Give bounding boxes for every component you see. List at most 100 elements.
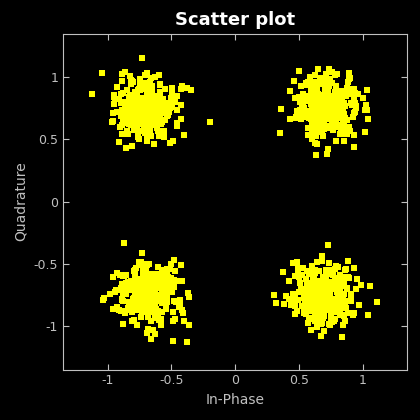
Channel 1 bbox=[304, 98, 311, 105]
Channel 1 bbox=[312, 140, 319, 147]
Channel 1 bbox=[308, 97, 315, 104]
Channel 1 bbox=[342, 115, 349, 122]
Channel 1 bbox=[117, 272, 123, 278]
Channel 1 bbox=[148, 293, 155, 300]
Channel 1 bbox=[188, 87, 194, 94]
Channel 1 bbox=[172, 99, 178, 105]
Channel 1 bbox=[320, 313, 327, 320]
Channel 1 bbox=[145, 107, 152, 114]
Channel 1 bbox=[335, 288, 341, 294]
Channel 1 bbox=[136, 87, 143, 93]
Channel 1 bbox=[122, 280, 129, 286]
Channel 1 bbox=[162, 116, 168, 123]
Channel 1 bbox=[329, 299, 336, 306]
Channel 1 bbox=[341, 100, 347, 106]
Channel 1 bbox=[309, 316, 315, 323]
Channel 1 bbox=[331, 89, 338, 95]
Channel 1 bbox=[321, 280, 328, 287]
Channel 1 bbox=[167, 103, 173, 110]
Channel 1 bbox=[321, 291, 328, 298]
Channel 1 bbox=[333, 304, 340, 311]
Channel 1 bbox=[144, 125, 151, 131]
Channel 1 bbox=[150, 292, 156, 299]
Channel 1 bbox=[137, 75, 144, 82]
Channel 1 bbox=[310, 306, 316, 312]
Channel 1 bbox=[322, 105, 328, 112]
Channel 1 bbox=[147, 133, 154, 139]
Channel 1 bbox=[137, 304, 144, 311]
Channel 1 bbox=[178, 262, 185, 268]
Channel 1 bbox=[321, 282, 328, 289]
Channel 1 bbox=[142, 80, 149, 87]
Channel 1 bbox=[307, 294, 314, 301]
Channel 1 bbox=[160, 286, 167, 293]
Channel 1 bbox=[340, 111, 347, 118]
Channel 1 bbox=[307, 287, 314, 294]
Channel 1 bbox=[341, 313, 348, 320]
Channel 1 bbox=[325, 95, 331, 102]
Channel 1 bbox=[313, 295, 320, 302]
Channel 1 bbox=[310, 302, 317, 308]
Channel 1 bbox=[346, 74, 353, 81]
Channel 1 bbox=[333, 123, 340, 130]
Channel 1 bbox=[317, 112, 324, 118]
Channel 1 bbox=[302, 108, 309, 114]
Channel 1 bbox=[311, 121, 318, 128]
Channel 1 bbox=[326, 66, 332, 73]
Channel 1 bbox=[110, 118, 116, 125]
Channel 1 bbox=[337, 129, 344, 135]
Channel 1 bbox=[347, 127, 354, 134]
Channel 1 bbox=[313, 90, 320, 97]
Channel 1 bbox=[152, 94, 159, 101]
Channel 1 bbox=[365, 116, 372, 123]
Channel 1 bbox=[158, 109, 165, 116]
Channel 1 bbox=[168, 280, 175, 287]
Channel 1 bbox=[318, 333, 324, 340]
Channel 1 bbox=[132, 307, 139, 314]
Channel 1 bbox=[313, 107, 320, 114]
Channel 1 bbox=[294, 308, 300, 315]
Channel 1 bbox=[136, 279, 143, 286]
Channel 1 bbox=[330, 284, 336, 291]
Channel 1 bbox=[130, 97, 136, 103]
Channel 1 bbox=[148, 121, 155, 127]
Channel 1 bbox=[298, 112, 304, 119]
Channel 1 bbox=[325, 294, 332, 301]
Channel 1 bbox=[301, 310, 307, 316]
Channel 1 bbox=[146, 290, 153, 297]
Channel 1 bbox=[315, 102, 322, 108]
Channel 1 bbox=[185, 294, 192, 301]
Channel 1 bbox=[142, 104, 149, 110]
Channel 1 bbox=[140, 271, 147, 278]
Channel 1 bbox=[148, 83, 155, 89]
Channel 1 bbox=[308, 299, 315, 305]
Channel 1 bbox=[314, 287, 320, 294]
Channel 1 bbox=[312, 94, 318, 101]
Channel 1 bbox=[158, 299, 165, 306]
Channel 1 bbox=[324, 109, 331, 116]
Channel 1 bbox=[173, 107, 180, 113]
Channel 1 bbox=[303, 112, 310, 119]
Channel 1 bbox=[273, 299, 279, 306]
Channel 1 bbox=[312, 129, 319, 136]
Channel 1 bbox=[131, 295, 138, 302]
Channel 1 bbox=[131, 101, 137, 108]
Channel 1 bbox=[134, 134, 141, 140]
Channel 1 bbox=[323, 96, 330, 102]
Channel 1 bbox=[153, 295, 160, 302]
Channel 1 bbox=[320, 109, 327, 116]
Channel 1 bbox=[119, 78, 126, 84]
Channel 1 bbox=[148, 303, 155, 310]
Channel 1 bbox=[139, 302, 146, 309]
Channel 1 bbox=[152, 305, 159, 312]
Channel 1 bbox=[150, 102, 157, 108]
Channel 1 bbox=[326, 320, 332, 327]
Channel 1 bbox=[320, 102, 327, 108]
Channel 1 bbox=[151, 302, 158, 309]
Channel 1 bbox=[170, 277, 177, 284]
Channel 1 bbox=[146, 132, 153, 139]
Channel 1 bbox=[314, 284, 321, 291]
Channel 1 bbox=[134, 289, 140, 296]
Channel 1 bbox=[149, 270, 156, 277]
Channel 1 bbox=[159, 105, 166, 111]
